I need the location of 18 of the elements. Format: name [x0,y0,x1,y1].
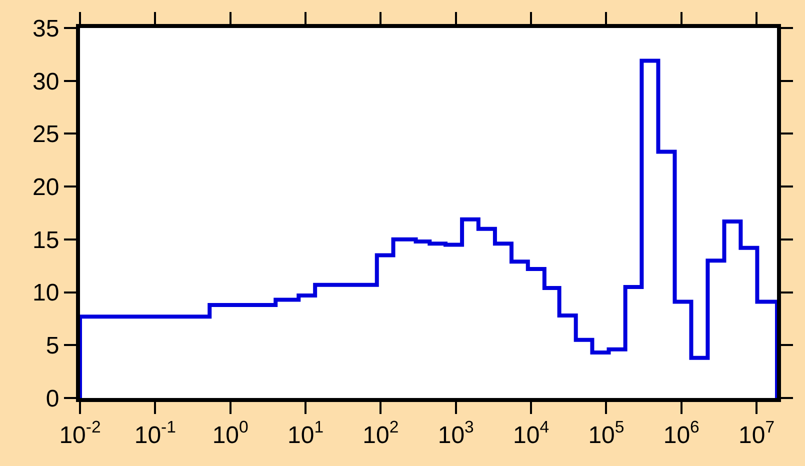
x-tick-label: 10$^{3}$ [438,418,474,449]
x-tick-label: 10$^{-1}$ [134,418,176,449]
y-tick-label: 25 [32,121,60,148]
x-tick-label: 10$^{4}$ [513,418,550,449]
y-tick-label: 20 [32,174,60,201]
x-tick-label: 10$^{-2}$ [59,418,101,449]
y-tick-label: 35 [32,15,60,42]
x-tick-label: 10$^{7}$ [738,418,775,449]
y-tick-label: 10 [32,280,60,307]
x-tick-label: 10$^{2}$ [362,418,399,449]
y-tick-label: 0 [46,385,60,412]
x-tick-label: 10$^{1}$ [287,418,324,449]
y-tick-label: 15 [32,226,60,254]
y-tick-label: 5 [46,332,60,360]
x-tick-label: 10$^{5}$ [588,418,624,449]
y-tick-label: 30 [32,68,60,96]
x-tick-label: 10$^{6}$ [663,418,700,449]
x-tick-label: 10$^{0}$ [212,418,248,449]
